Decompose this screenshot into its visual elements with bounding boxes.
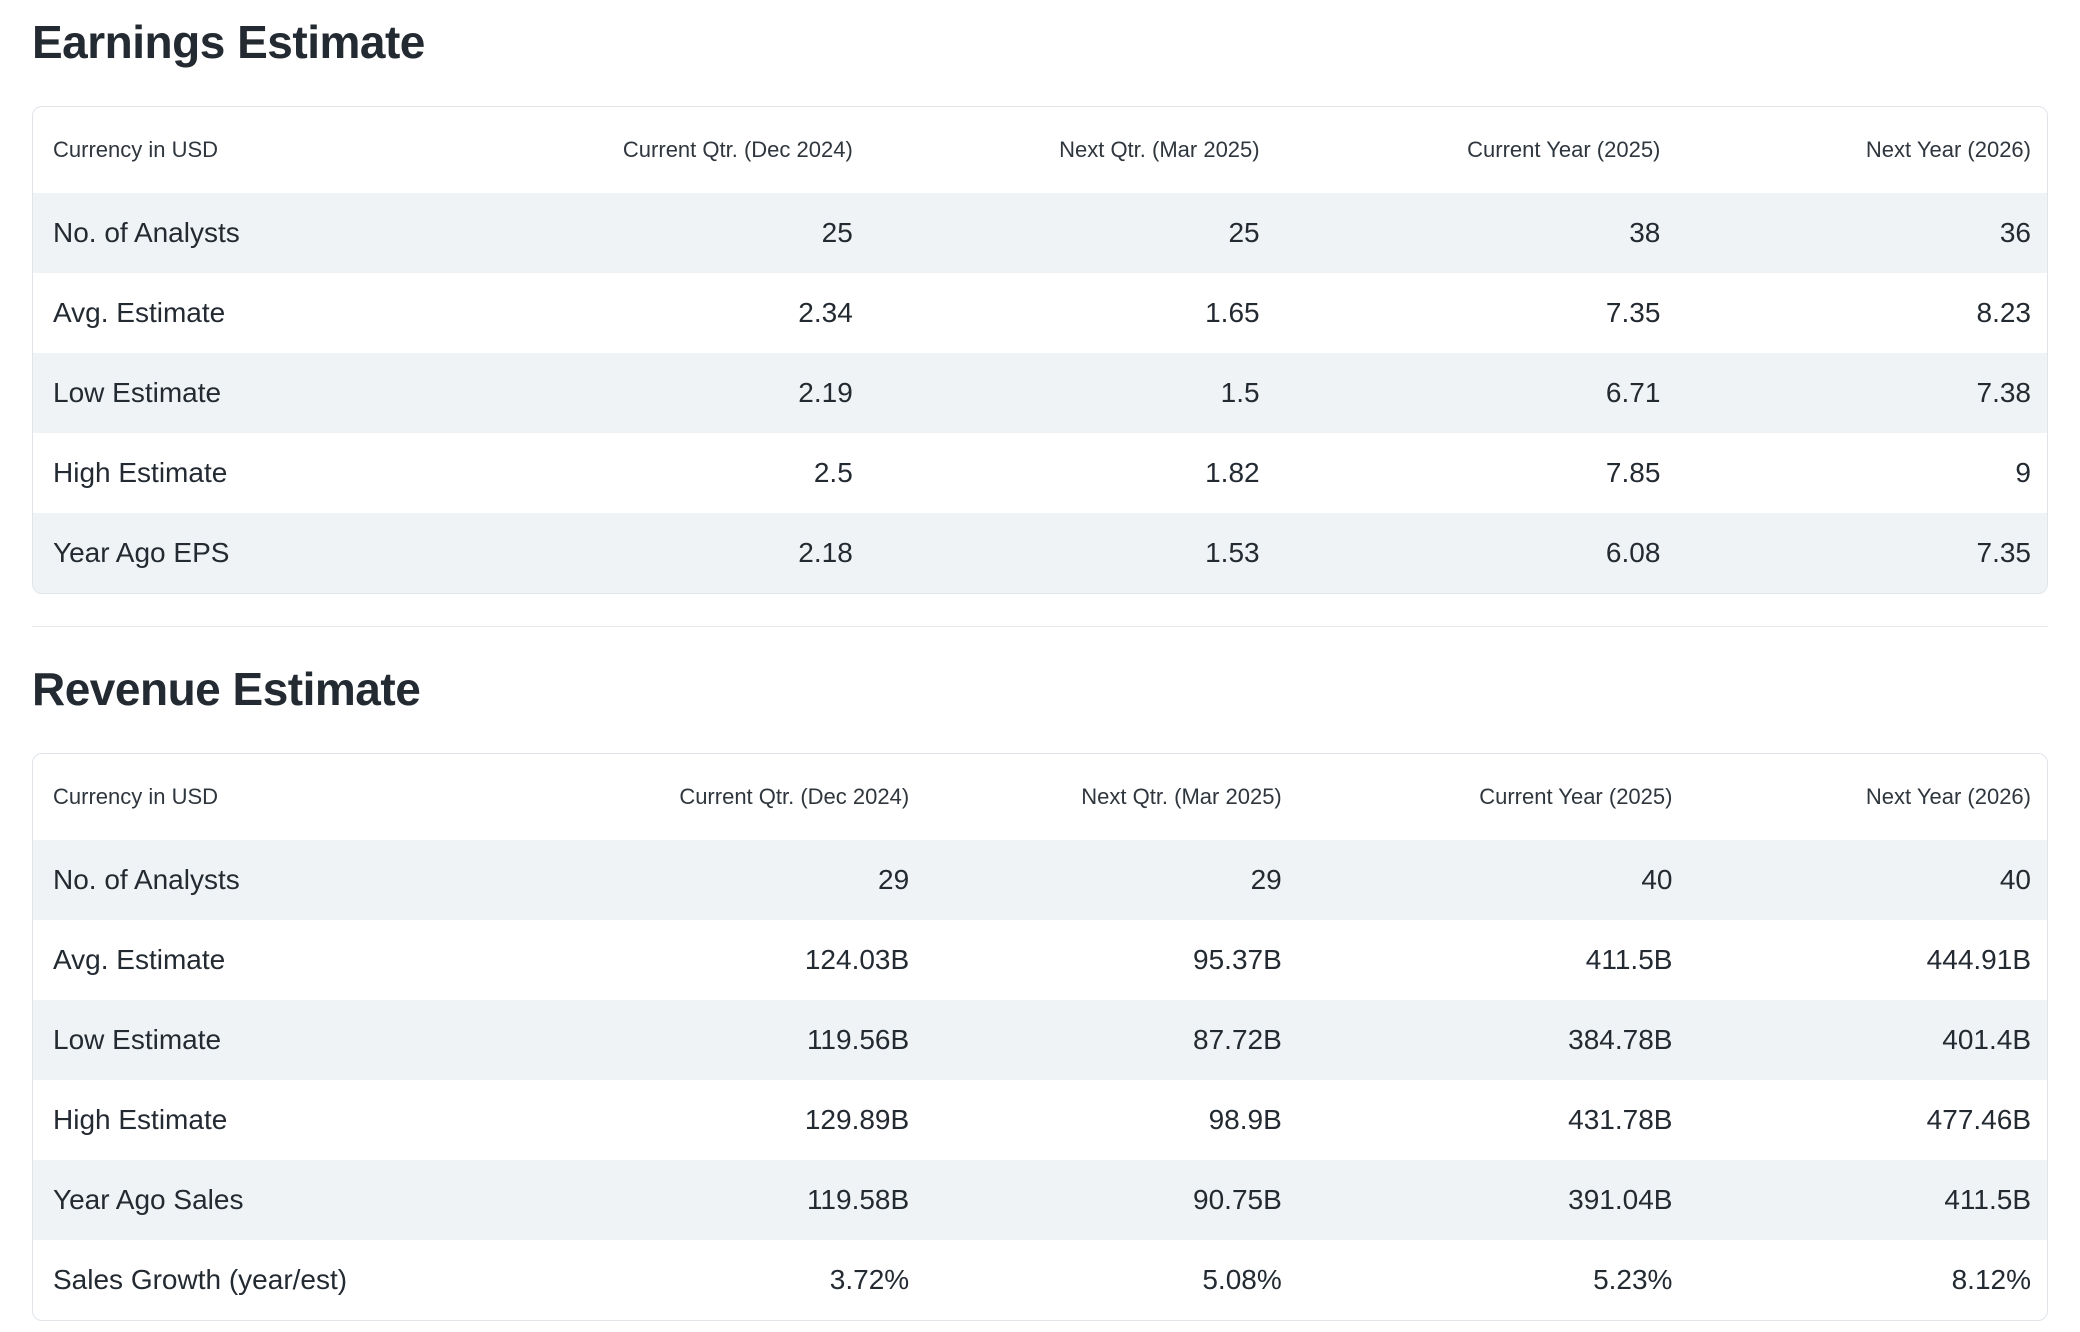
cell-value: 98.9B bbox=[1208, 1104, 1282, 1135]
currency-column-header: Currency in USD bbox=[53, 137, 219, 162]
cell-value: 391.04B bbox=[1568, 1184, 1673, 1215]
cell-value: 7.35 bbox=[1605, 297, 1661, 328]
period-column-header: Current Qtr. (Dec 2024) bbox=[679, 784, 910, 809]
table-row: Year Ago EPS 2.18 1.53 6.08 7.35 bbox=[33, 513, 2047, 593]
cell-value: 119.58B bbox=[806, 1184, 910, 1215]
table-row: Low Estimate 2.19 1.5 6.71 7.38 bbox=[33, 353, 2047, 433]
table-body: No. of Analysts 29 29 40 40 Avg. Estimate 124.… bbox=[33, 840, 2047, 1320]
cell-value: 2.5 bbox=[813, 457, 853, 488]
cell-value: 95.37B bbox=[1193, 944, 1282, 975]
estimate-table: Currency in USD Current Qtr. (Dec 2024) Ne… bbox=[33, 754, 2047, 1320]
cell-value: 129.89B bbox=[804, 1104, 910, 1135]
period-column-header: Current Year (2025) bbox=[1467, 137, 1661, 162]
cell-value: 7.38 bbox=[1976, 377, 2032, 408]
row-label: High Estimate bbox=[53, 457, 228, 488]
row-label: No. of Analysts bbox=[53, 864, 240, 895]
row-label: No. of Analysts bbox=[53, 217, 240, 248]
cell-value: 8.23 bbox=[1976, 297, 2032, 328]
currency-column-header: Currency in USD bbox=[53, 784, 219, 809]
row-label: Year Ago EPS bbox=[53, 537, 230, 568]
cell-value: 7.35 bbox=[1976, 537, 2032, 568]
table-header-row: Currency in USD Current Qtr. (Dec 2024) Ne… bbox=[33, 107, 2047, 193]
cell-value: 2.34 bbox=[798, 297, 853, 328]
cell-value: 8.12% bbox=[1951, 1264, 2031, 1295]
cell-value: 25 bbox=[1228, 217, 1260, 248]
table-row: Avg. Estimate 2.34 1.65 7.35 8.23 bbox=[33, 273, 2047, 353]
period-column-header: Next Qtr. (Mar 2025) bbox=[1059, 137, 1260, 162]
cell-value: 401.4B bbox=[1942, 1024, 2031, 1055]
table-body: No. of Analysts 25 25 38 36 Avg. Estimate 2.34… bbox=[33, 193, 2047, 593]
sections-root: Earnings Estimate Currency in USD Current… bbox=[32, 14, 2048, 1321]
cell-value: 40 bbox=[1999, 864, 2031, 895]
period-column-header: Next Qtr. (Mar 2025) bbox=[1081, 784, 1282, 809]
table-row: High Estimate 2.5 1.82 7.85 9 bbox=[33, 433, 2047, 513]
cell-value: 1.82 bbox=[1205, 457, 1260, 488]
cell-value: 6.08 bbox=[1605, 537, 1661, 568]
table-head: Currency in USD Current Qtr. (Dec 2024) Ne… bbox=[33, 107, 2047, 193]
section-title: Revenue Estimate bbox=[32, 663, 421, 715]
cell-value: 5.23% bbox=[1593, 1264, 1673, 1295]
cell-value: 477.46B bbox=[1926, 1104, 2031, 1135]
row-label: High Estimate bbox=[53, 1104, 228, 1135]
row-label: Year Ago Sales bbox=[53, 1184, 244, 1215]
cell-value: 9 bbox=[2015, 457, 2031, 488]
section-divider bbox=[32, 626, 2048, 627]
estimate-section: Revenue Estimate Currency in USD Current … bbox=[32, 661, 2048, 1321]
cell-value: 1.65 bbox=[1205, 297, 1260, 328]
cell-value: 36 bbox=[1999, 217, 2031, 248]
cell-value: 29 bbox=[878, 864, 910, 895]
cell-value: 7.85 bbox=[1605, 457, 1661, 488]
estimate-table-card: Currency in USD Current Qtr. (Dec 2024) Ne… bbox=[32, 106, 2048, 594]
table-row: High Estimate 129.89B 98.9B 431.78B 477.46B bbox=[33, 1080, 2047, 1160]
estimate-section: Earnings Estimate Currency in USD Current… bbox=[32, 14, 2048, 594]
cell-value: 87.72B bbox=[1193, 1024, 1282, 1055]
cell-value: 444.91B bbox=[1926, 944, 2031, 975]
cell-value: 5.08% bbox=[1202, 1264, 1282, 1295]
period-column-header: Next Year (2026) bbox=[1865, 784, 2031, 809]
table-row: Year Ago Sales 119.58B 90.75B 391.04B 411.5B bbox=[33, 1160, 2047, 1240]
cell-value: 431.78B bbox=[1568, 1104, 1673, 1135]
estimate-table-card: Currency in USD Current Qtr. (Dec 2024) Ne… bbox=[32, 753, 2048, 1321]
cell-value: 2.18 bbox=[798, 537, 853, 568]
cell-value: 2.19 bbox=[798, 377, 853, 408]
period-column-header: Next Year (2026) bbox=[1865, 137, 2031, 162]
table-header-row: Currency in USD Current Qtr. (Dec 2024) Ne… bbox=[33, 754, 2047, 840]
cell-value: 38 bbox=[1629, 217, 1661, 248]
row-label: Sales Growth (year/est) bbox=[53, 1264, 348, 1295]
cell-value: 119.56B bbox=[806, 1024, 910, 1055]
cell-value: 411.5B bbox=[1944, 1184, 2031, 1215]
cell-value: 124.03B bbox=[804, 944, 910, 975]
cell-value: 6.71 bbox=[1605, 377, 1661, 408]
cell-value: 1.5 bbox=[1220, 377, 1260, 408]
cell-value: 384.78B bbox=[1568, 1024, 1673, 1055]
cell-value: 1.53 bbox=[1205, 537, 1260, 568]
period-column-header: Current Year (2025) bbox=[1479, 784, 1673, 809]
cell-value: 40 bbox=[1641, 864, 1673, 895]
row-label: Avg. Estimate bbox=[53, 297, 226, 328]
table-row: No. of Analysts 25 25 38 36 bbox=[33, 193, 2047, 273]
table-head: Currency in USD Current Qtr. (Dec 2024) Ne… bbox=[33, 754, 2047, 840]
row-label: Low Estimate bbox=[53, 1024, 222, 1055]
cell-value: 90.75B bbox=[1193, 1184, 1282, 1215]
table-row: No. of Analysts 29 29 40 40 bbox=[33, 840, 2047, 920]
row-label: Low Estimate bbox=[53, 377, 222, 408]
table-row: Avg. Estimate 124.03B 95.37B 411.5B 444.91B bbox=[33, 920, 2047, 1000]
table-row: Low Estimate 119.56B 87.72B 384.78B 401.4B bbox=[33, 1000, 2047, 1080]
cell-value: 411.5B bbox=[1585, 944, 1673, 975]
estimate-table: Currency in USD Current Qtr. (Dec 2024) Ne… bbox=[33, 107, 2047, 593]
section-title: Earnings Estimate bbox=[32, 16, 425, 68]
period-column-header: Current Qtr. (Dec 2024) bbox=[622, 137, 853, 162]
cell-value: 29 bbox=[1250, 864, 1282, 895]
cell-value: 3.72% bbox=[829, 1264, 910, 1295]
row-label: Avg. Estimate bbox=[53, 944, 226, 975]
table-row: Sales Growth (year/est) 3.72% 5.08% 5.23% 8.… bbox=[33, 1240, 2047, 1320]
cell-value: 25 bbox=[821, 217, 853, 248]
